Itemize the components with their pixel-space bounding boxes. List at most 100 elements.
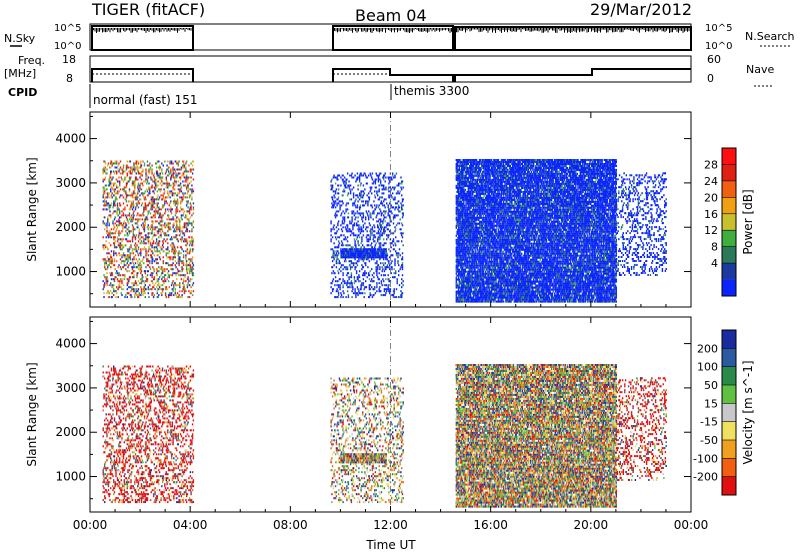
echo-cell [109,272,110,274]
echo-cell [132,196,133,198]
echo-cell [124,262,125,264]
echo-cell [121,177,122,179]
echo-cell [127,258,128,260]
echo-cell [145,206,146,208]
echo-cell [124,256,125,258]
freq-trace-1 [92,69,193,82]
echo-cell [148,236,149,238]
echo-cell [145,204,146,206]
echo-cell [123,222,124,224]
echo-cell [151,179,152,181]
echo-cell [134,188,135,190]
echo-cell [134,169,135,171]
echo-cell [141,266,142,268]
echo-cell [127,194,128,196]
echo-cell [118,187,119,189]
echo-cell [145,256,146,258]
echo-cell [142,171,143,173]
echo-cell [140,163,141,165]
echo-cell [116,254,117,256]
echo-cell [130,252,131,254]
echo-cell [112,232,113,234]
echo-cell [145,248,146,250]
echo-cell [120,204,121,206]
echo-cell [141,188,142,190]
echo-cell [148,234,149,236]
echo-cell [118,252,119,254]
echo-cell [112,188,113,190]
echo-cell [145,202,146,204]
echo-cell [148,264,149,266]
echo-cell [154,198,155,200]
echo-cell [139,194,140,196]
echo-cell [151,232,152,234]
echo-cell [114,190,115,192]
echo-cell [144,165,145,167]
echo-cell [136,202,137,204]
echo-cell [143,240,144,242]
echo-cell [105,171,106,173]
echo-cell [142,192,143,194]
echo-cell [135,218,136,220]
echo-cell [132,240,133,242]
echo-cell [113,185,114,187]
echo-cell [147,210,148,212]
echo-cell [107,220,108,222]
echo-cell [133,274,134,276]
echo-cell [145,179,146,181]
echo-cell [133,234,134,236]
echo-cell [123,181,124,183]
echo-cell [110,244,111,246]
echo-cell [146,171,147,173]
echo-cell [124,206,125,208]
echo-cell [133,284,134,286]
echo-cell [120,173,121,175]
echo-cell [157,278,158,280]
echo-cell [140,272,141,274]
echo-cell [154,206,155,208]
echo-cell [142,202,143,204]
echo-cell [141,292,142,294]
echo-cell [133,262,134,264]
echo-cell [114,238,115,240]
echo-cell [140,248,141,250]
echo-cell [154,276,155,278]
echo-cell [133,288,134,290]
echo-cell [150,268,151,270]
echo-cell [118,192,119,194]
echo-cell [121,210,122,212]
echo-cell [140,268,141,270]
echo-cell [121,292,122,294]
echo-cell [157,290,158,292]
echo-cell [155,183,156,185]
echo-cell [130,179,131,181]
echo-cell [133,165,134,167]
freq-panel: Freq. [MHz] 18 8 60 0 Nave [4,53,774,86]
nsearch-label: N.Search [745,30,795,43]
echo-cell [123,202,124,204]
echo-cell [139,173,140,175]
echo-cell [108,234,109,236]
echo-cell [124,234,125,236]
echo-cell [110,254,111,256]
echo-cell [133,185,134,187]
echo-cell [112,196,113,198]
echo-cell [123,266,124,268]
echo-cell [129,232,130,234]
echo-cell [126,196,127,198]
echo-cell [131,296,132,298]
freq-trace-3 [455,69,691,82]
echo-cell [103,222,104,224]
echo-cell [133,236,134,238]
echo-cell [106,272,107,274]
echo-cell [103,208,104,210]
echo-cell [138,248,139,250]
echo-cell [115,252,116,254]
echo-cell [129,248,130,250]
freq-tick-bottom: 8 [66,72,73,85]
echo-cell [115,246,116,248]
echo-cell [126,224,127,226]
echo-cell [113,254,114,256]
echo-cell [116,179,117,181]
echo-cell [157,270,158,272]
